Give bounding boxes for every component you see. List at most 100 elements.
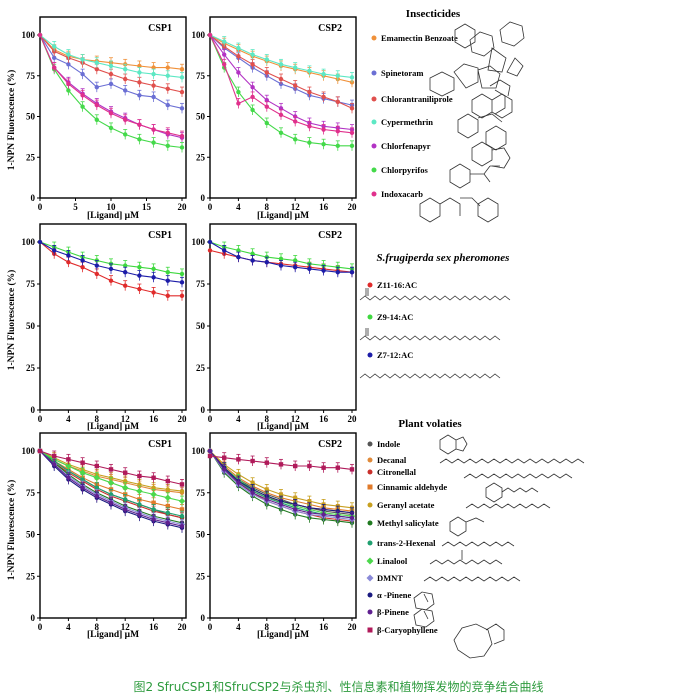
carbonyl-mark-1 bbox=[365, 288, 369, 296]
data-point bbox=[66, 253, 71, 258]
emamectin-structure-sketch bbox=[454, 21, 525, 77]
data-point bbox=[137, 122, 142, 127]
carbonyl-mark-2 bbox=[365, 328, 369, 336]
x-tick-label: 8 bbox=[265, 622, 270, 632]
data-point bbox=[66, 88, 71, 93]
data-point bbox=[108, 71, 114, 77]
data-point bbox=[66, 52, 71, 57]
data-point bbox=[207, 248, 213, 253]
data-point bbox=[321, 465, 326, 470]
plot-frame bbox=[209, 223, 357, 411]
x-tick-label: 20 bbox=[178, 622, 188, 632]
data-point bbox=[52, 65, 57, 70]
x-tick-label: 20 bbox=[348, 202, 358, 212]
data-point bbox=[236, 70, 241, 75]
series bbox=[207, 32, 355, 83]
legend-marker bbox=[367, 469, 373, 475]
data-point bbox=[179, 523, 185, 529]
legend-marker bbox=[371, 96, 377, 102]
legend-label: Citronellal bbox=[377, 467, 417, 477]
x-tick-label: 8 bbox=[265, 414, 270, 424]
x-tick-label: 0 bbox=[208, 622, 213, 632]
data-point bbox=[236, 45, 241, 51]
data-point bbox=[151, 65, 156, 70]
data-point bbox=[165, 293, 170, 298]
data-point bbox=[236, 254, 241, 260]
dmnt-structure-sketch bbox=[423, 576, 521, 582]
data-point bbox=[123, 283, 128, 288]
y-tick-label: 0 bbox=[31, 193, 36, 203]
data-point bbox=[293, 258, 298, 263]
legend-item: Z9-14:AC bbox=[367, 312, 413, 322]
x-tick-label: 8 bbox=[95, 622, 100, 632]
series bbox=[37, 239, 185, 288]
data-point bbox=[250, 480, 255, 485]
data-point bbox=[151, 71, 156, 77]
x-tick-label: 12 bbox=[121, 622, 131, 632]
y-tick-label: 75 bbox=[196, 279, 206, 289]
chart-r3-csp1: CSP1 0 4 8 12 16 20 0 25 50 75 100 [Ligand] μM 1-NPN … bbox=[6, 432, 188, 640]
data-point bbox=[179, 75, 185, 80]
pheromone-chain-1 bbox=[359, 295, 511, 301]
x-tick-label: 12 bbox=[291, 202, 301, 212]
data-point bbox=[94, 102, 100, 108]
data-point bbox=[137, 70, 142, 75]
data-point bbox=[293, 265, 298, 270]
data-point bbox=[136, 487, 143, 495]
chart-title: CSP2 bbox=[318, 230, 342, 241]
legend-label: Cinnamic aldehyde bbox=[377, 482, 447, 492]
data-point bbox=[222, 467, 227, 472]
data-point bbox=[207, 448, 213, 454]
legend-item: Chlorpyrifos bbox=[371, 165, 428, 175]
y-tick-label: 50 bbox=[196, 530, 206, 540]
x-tick-label: 4 bbox=[236, 202, 241, 212]
data-point bbox=[122, 484, 129, 491]
data-point bbox=[349, 270, 355, 275]
legend-item: Spinetoram bbox=[371, 68, 424, 78]
x-tick-label: 16 bbox=[319, 202, 329, 212]
data-point bbox=[165, 520, 170, 526]
legend-insecticides: Insecticides Emamectin Benzoate Spinetoram… bbox=[371, 8, 461, 199]
data-point bbox=[335, 73, 340, 78]
data-point bbox=[179, 488, 185, 494]
data-point bbox=[165, 503, 170, 509]
series bbox=[37, 239, 185, 301]
legend-label: Z11-16:AC bbox=[377, 280, 417, 290]
legend-marker bbox=[367, 627, 373, 633]
legend-item: Indole bbox=[367, 439, 400, 449]
x-tick-label: 0 bbox=[208, 414, 213, 424]
y-tick-label: 50 bbox=[26, 530, 36, 540]
data-point bbox=[179, 145, 185, 150]
data-point bbox=[137, 63, 142, 69]
data-point bbox=[123, 497, 128, 502]
x-tick-label: 16 bbox=[319, 414, 329, 424]
data-point bbox=[222, 455, 227, 460]
legend-item: Z11-16:AC bbox=[367, 280, 417, 290]
data-point bbox=[165, 143, 170, 149]
data-point bbox=[293, 137, 298, 142]
legend-item: β-Caryophyllene bbox=[367, 625, 438, 635]
data-point bbox=[293, 65, 298, 70]
data-point bbox=[80, 477, 85, 482]
caryophyllene-structure-sketch bbox=[453, 623, 505, 659]
data-point bbox=[151, 290, 156, 295]
y-tick-label: 75 bbox=[196, 488, 206, 498]
data-point bbox=[37, 239, 43, 245]
x-axis-label: [Ligand] μM bbox=[257, 422, 309, 432]
data-point bbox=[250, 62, 255, 67]
y-axis-label: 1-NPN Fluorescence (%) bbox=[6, 70, 17, 171]
data-point bbox=[307, 510, 312, 515]
series bbox=[207, 32, 355, 114]
data-point bbox=[137, 93, 142, 98]
x-tick-label: 4 bbox=[236, 622, 241, 632]
legend-marker bbox=[367, 314, 373, 320]
series bbox=[37, 32, 185, 114]
series bbox=[37, 32, 185, 153]
chart-r1-csp1: CSP1 0 5 10 15 20 0 25 50 75 100 [Ligand] μM 1-NPN F… bbox=[6, 16, 187, 221]
pheromone-chain-2 bbox=[359, 335, 501, 341]
legend-label: Decanal bbox=[377, 455, 407, 465]
data-point bbox=[236, 480, 241, 485]
data-point bbox=[264, 70, 269, 75]
data-point bbox=[207, 453, 213, 459]
legend-label: DMNT bbox=[377, 573, 403, 583]
